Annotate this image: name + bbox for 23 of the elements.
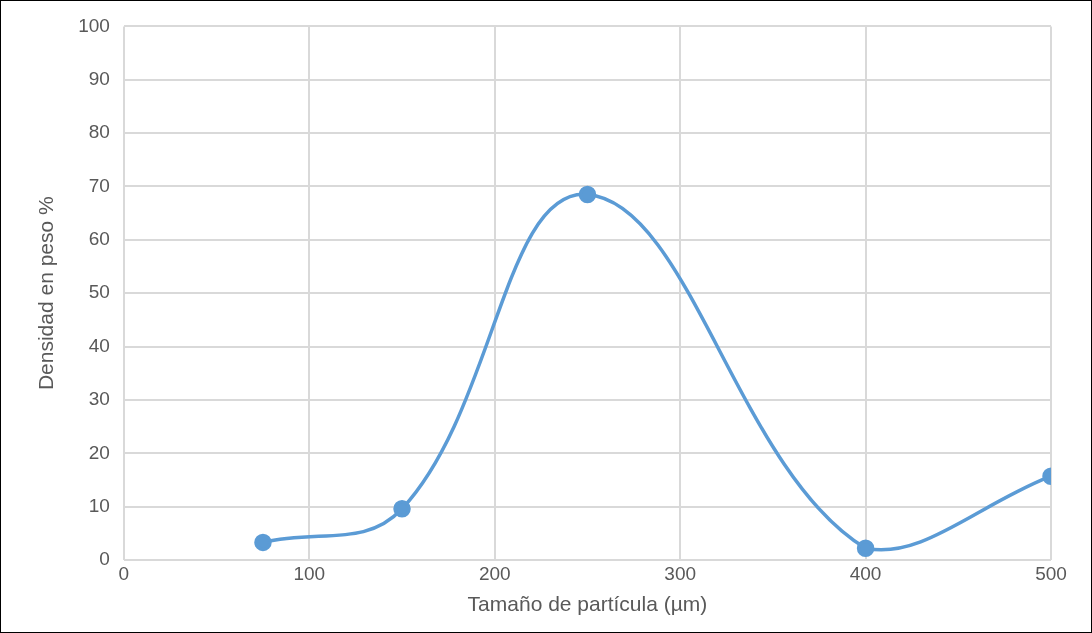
x-axis-title: Tamaño de partícula (µm) xyxy=(467,592,708,616)
x-tick-label: 0 xyxy=(118,562,130,584)
point xyxy=(856,539,875,558)
y-tick-label: 80 xyxy=(88,121,110,143)
y-tick-label: 100 xyxy=(78,14,110,36)
y-tick-label: 60 xyxy=(88,228,110,250)
y-tick-label: 90 xyxy=(88,67,110,89)
y-tick-label: 40 xyxy=(88,334,110,356)
y-axis-title: Densidad en peso % xyxy=(34,196,58,391)
x-tick-label: 200 xyxy=(478,562,511,584)
point xyxy=(393,500,411,518)
x-tick-label: 100 xyxy=(293,562,326,584)
point xyxy=(254,533,272,552)
point xyxy=(578,185,597,204)
x-tick-label: 300 xyxy=(664,562,697,584)
y-tick-label: 70 xyxy=(88,174,110,196)
y-tick-label: 30 xyxy=(88,388,110,410)
y-tick-label: 10 xyxy=(88,494,110,516)
x-tick-label: 500 xyxy=(1035,562,1067,584)
x-tick-label: 400 xyxy=(849,562,882,584)
y-tick-label: 50 xyxy=(88,281,110,303)
y-tick-label: 20 xyxy=(88,441,110,463)
y-tick-label: 0 xyxy=(99,548,110,570)
